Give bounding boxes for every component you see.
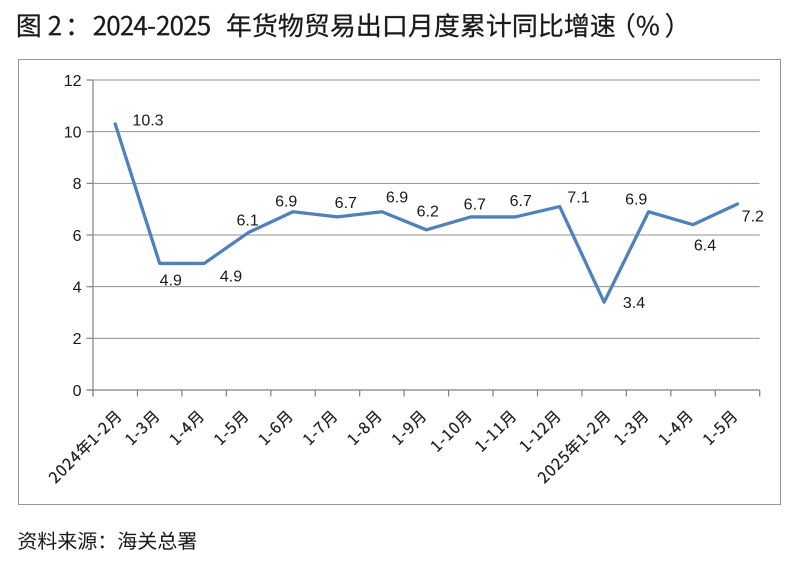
svg-text:6.1: 6.1 bbox=[236, 213, 258, 230]
svg-text:12: 12 bbox=[64, 73, 82, 90]
svg-text:3.4: 3.4 bbox=[623, 295, 645, 312]
svg-text:6.9: 6.9 bbox=[275, 193, 297, 210]
svg-text:0: 0 bbox=[73, 383, 82, 400]
svg-text:6.9: 6.9 bbox=[386, 190, 408, 207]
svg-text:4: 4 bbox=[73, 279, 82, 296]
svg-text:7.2: 7.2 bbox=[742, 209, 764, 226]
svg-text:6.2: 6.2 bbox=[417, 204, 439, 221]
svg-text:6.7: 6.7 bbox=[335, 195, 357, 212]
svg-text:6.7: 6.7 bbox=[510, 193, 532, 210]
svg-text:6.9: 6.9 bbox=[625, 192, 647, 209]
svg-text:6.4: 6.4 bbox=[694, 238, 716, 255]
svg-text:4.9: 4.9 bbox=[160, 272, 182, 289]
svg-text:10.3: 10.3 bbox=[132, 112, 163, 129]
svg-text:10: 10 bbox=[64, 124, 82, 141]
svg-text:4.9: 4.9 bbox=[220, 268, 242, 285]
svg-text:6.7: 6.7 bbox=[464, 197, 486, 214]
svg-text:2: 2 bbox=[73, 331, 82, 348]
svg-text:8: 8 bbox=[73, 176, 82, 193]
svg-text:7.1: 7.1 bbox=[567, 190, 589, 207]
svg-text:6: 6 bbox=[73, 228, 82, 245]
